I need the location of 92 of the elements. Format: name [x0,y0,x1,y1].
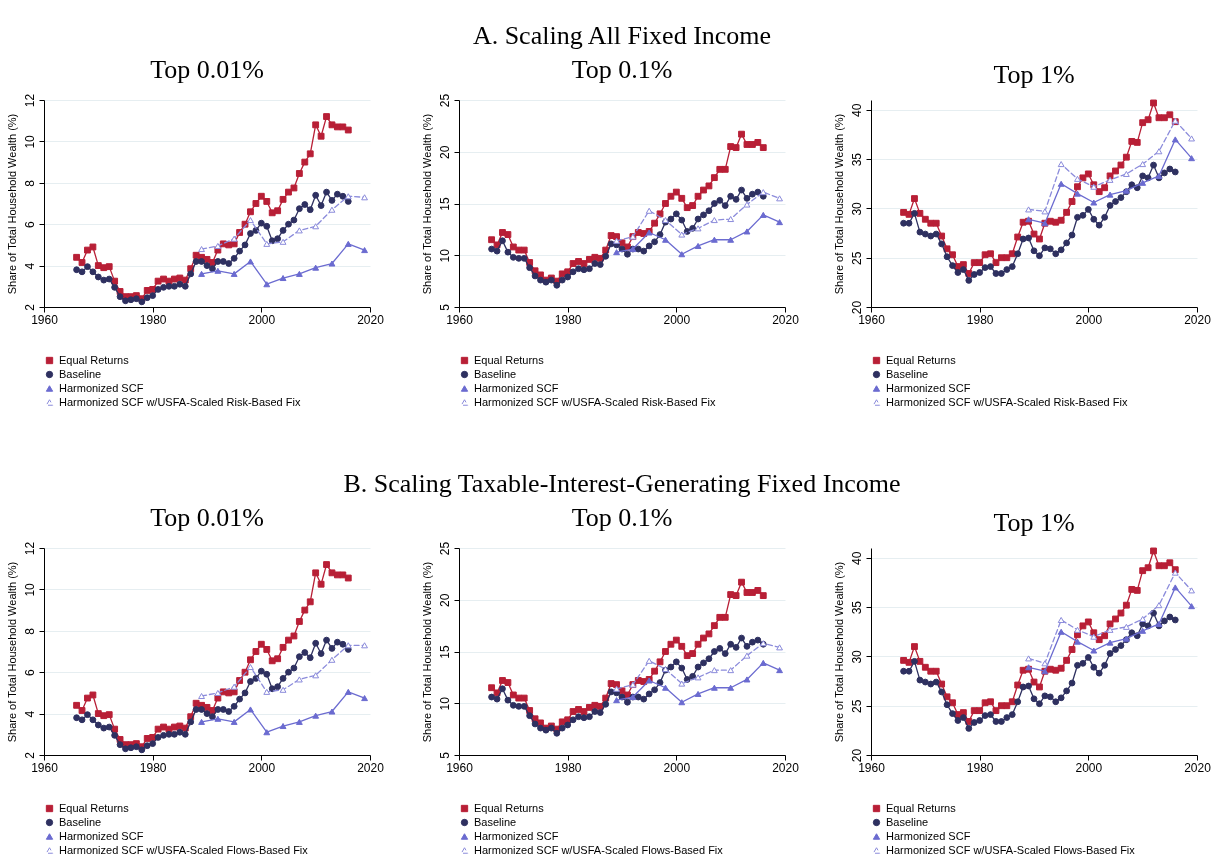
y-axis-title: Share of Total Household Wealth (%) [5,113,18,295]
legend-label: Harmonized SCF w/USFA-Scaled Flows-Based Fix [59,843,309,856]
x-tick-label: 2020 [357,760,385,775]
x-tick-label: 1960 [446,760,474,775]
x-tick-label: 1980 [139,312,167,327]
y-tick-label: 8 [22,179,37,187]
y-tick-label: 20 [849,748,864,763]
legend-label: Equal Returns [474,801,545,814]
y-tick-label: 6 [22,221,37,229]
legend-label: Equal Returns [474,353,545,366]
chart-subtitle: Top 0.1% [571,55,673,85]
legend-label: Baseline [59,815,102,828]
y-tick-label: 25 [437,541,452,556]
chart-title: Top 1% [993,508,1075,538]
x-tick-label: 2020 [1184,760,1212,775]
y-tick-label: 6 [22,669,37,677]
y-tick-label: 12 [22,93,37,108]
x-tick-label: 2000 [663,760,691,775]
y-tick-label: 30 [849,201,864,216]
x-tick-label: 2020 [772,760,800,775]
y-tick-label: 20 [437,145,452,159]
y-tick-label: 25 [849,251,864,265]
x-tick-label: 1980 [966,312,994,327]
chart-title: Top 1% [993,60,1075,90]
y-tick-label: 10 [437,248,452,263]
y-tick-label: 2 [22,751,37,759]
y-tick-label: 25 [437,93,452,108]
x-tick-label: 2000 [248,760,276,775]
x-tick-label: 1960 [31,312,59,327]
legend-label: Equal Returns [886,801,957,814]
legend-label: Harmonized SCF w/USFA-Scaled Risk-Based Fix [886,395,1128,408]
legend-label: Harmonized SCF w/USFA-Scaled Risk-Based Fix [474,395,716,408]
legend-label: Harmonized SCF w/USFA-Scaled Flows-Based Fix [886,843,1136,856]
x-tick-label: 2000 [1075,760,1103,775]
y-tick-label: 4 [22,262,37,270]
y-tick-label: 20 [437,593,452,607]
y-tick-label: 10 [22,134,37,149]
legend-label: Baseline [59,367,102,380]
chart-title: Top 0.01% [150,503,264,533]
y-tick-label: 10 [437,696,452,711]
y-tick-label: 8 [22,627,37,635]
x-tick-label: 2000 [1075,312,1103,327]
y-axis-title: Share of Total Household Wealth (%) [420,113,433,295]
x-tick-label: 1980 [554,760,582,775]
legend-label: Equal Returns [59,353,130,366]
x-tick-label: 1980 [966,760,994,775]
y-tick-label: 35 [849,152,864,167]
legend-label: Baseline [886,367,929,380]
chart-title: Top 0.01% [150,55,264,85]
chart-subtitle: Top 0.1% [571,503,673,533]
legend-label: Equal Returns [886,353,957,366]
chart-title: A. Scaling All Fixed Income [472,21,772,51]
legend-label: Harmonized SCF [886,829,971,842]
y-tick-label: 2 [22,303,37,311]
x-tick-label: 1960 [446,312,474,327]
legend-label: Harmonized SCF [59,381,144,394]
y-axis-title: Share of Total Household Wealth (%) [832,113,845,295]
x-tick-label: 2020 [357,312,385,327]
y-axis-title: Share of Total Household Wealth (%) [420,561,433,743]
x-tick-label: 2000 [248,312,276,327]
y-tick-label: 20 [849,300,864,315]
y-axis-title: Share of Total Household Wealth (%) [5,561,18,743]
x-tick-label: 1980 [554,312,582,327]
y-tick-label: 15 [437,645,452,659]
y-tick-label: 5 [437,751,452,759]
x-tick-label: 2020 [772,312,800,327]
y-tick-label: 30 [849,649,864,664]
y-tick-label: 35 [849,600,864,615]
x-tick-label: 1960 [31,760,59,775]
legend-label: Harmonized SCF [474,381,559,394]
legend-label: Baseline [886,815,929,828]
y-tick-label: 4 [22,710,37,718]
chart-title: B. Scaling Taxable-Interest-Generating Fixed Income [343,469,901,499]
legend-label: Harmonized SCF [474,829,559,842]
y-tick-label: 10 [22,582,37,597]
legend-label: Harmonized SCF [886,381,971,394]
legend-label: Equal Returns [59,801,130,814]
y-tick-label: 40 [849,551,864,566]
legend-label: Harmonized SCF w/USFA-Scaled Risk-Based Fix [59,395,301,408]
x-tick-label: 2020 [1184,312,1212,327]
x-tick-label: 2000 [663,312,691,327]
y-axis-title: Share of Total Household Wealth (%) [832,561,845,743]
y-tick-label: 15 [437,197,452,211]
legend-label: Harmonized SCF w/USFA-Scaled Flows-Based Fix [474,843,724,856]
y-tick-label: 25 [849,699,864,713]
legend-label: Baseline [474,367,517,380]
legend-label: Baseline [474,815,517,828]
x-tick-label: 1980 [139,760,167,775]
legend-label: Harmonized SCF [59,829,144,842]
y-tick-label: 5 [437,303,452,311]
y-tick-label: 12 [22,541,37,556]
y-tick-label: 40 [849,103,864,118]
